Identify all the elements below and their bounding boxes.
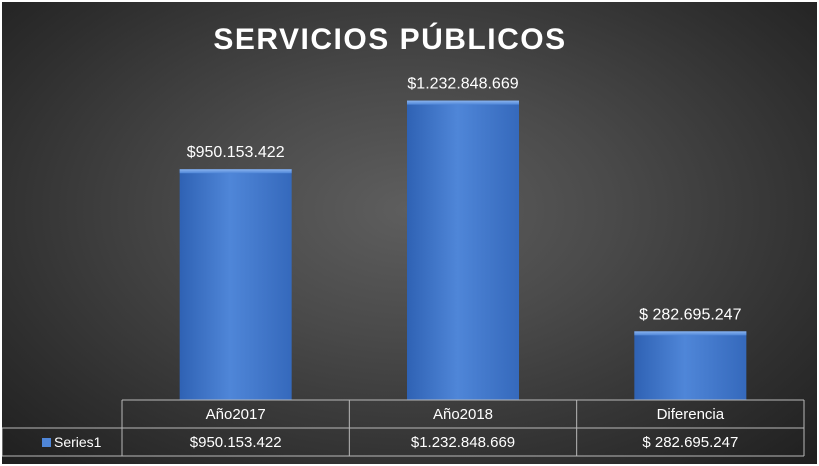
legend-key — [42, 438, 51, 447]
bar-año2017 — [179, 169, 292, 400]
table-value-cell: $950.153.422 — [190, 434, 282, 451]
chart-title: SERVICIOS PÚBLICOS — [213, 22, 566, 56]
data-label: $1.232.848.669 — [407, 76, 518, 93]
data-label: $ 282.695.247 — [639, 306, 741, 323]
table-value-cell: $ 282.695.247 — [642, 434, 738, 451]
bar-diferencia — [634, 331, 747, 400]
bar-highlight — [179, 169, 292, 174]
table-header-cell: Año2017 — [206, 406, 266, 423]
legend-series-name: Series1 — [54, 434, 102, 450]
table-value-cell: $1.232.848.669 — [411, 434, 515, 451]
table-header-cell: Diferencia — [657, 406, 725, 423]
bar-año2018 — [407, 100, 519, 400]
data-table: Año2017 $950.153.422 Año2018 $1.232.848.669… — [2, 399, 805, 457]
bar-highlight — [634, 331, 747, 336]
bars-group — [179, 100, 747, 400]
table-header-cell: Año2018 — [433, 406, 493, 423]
data-label: $950.153.422 — [187, 144, 285, 161]
data-labels-group: $950.153.422 $1.232.848.669 $ 282.695.247 — [187, 76, 742, 324]
bar-highlight — [407, 100, 519, 105]
